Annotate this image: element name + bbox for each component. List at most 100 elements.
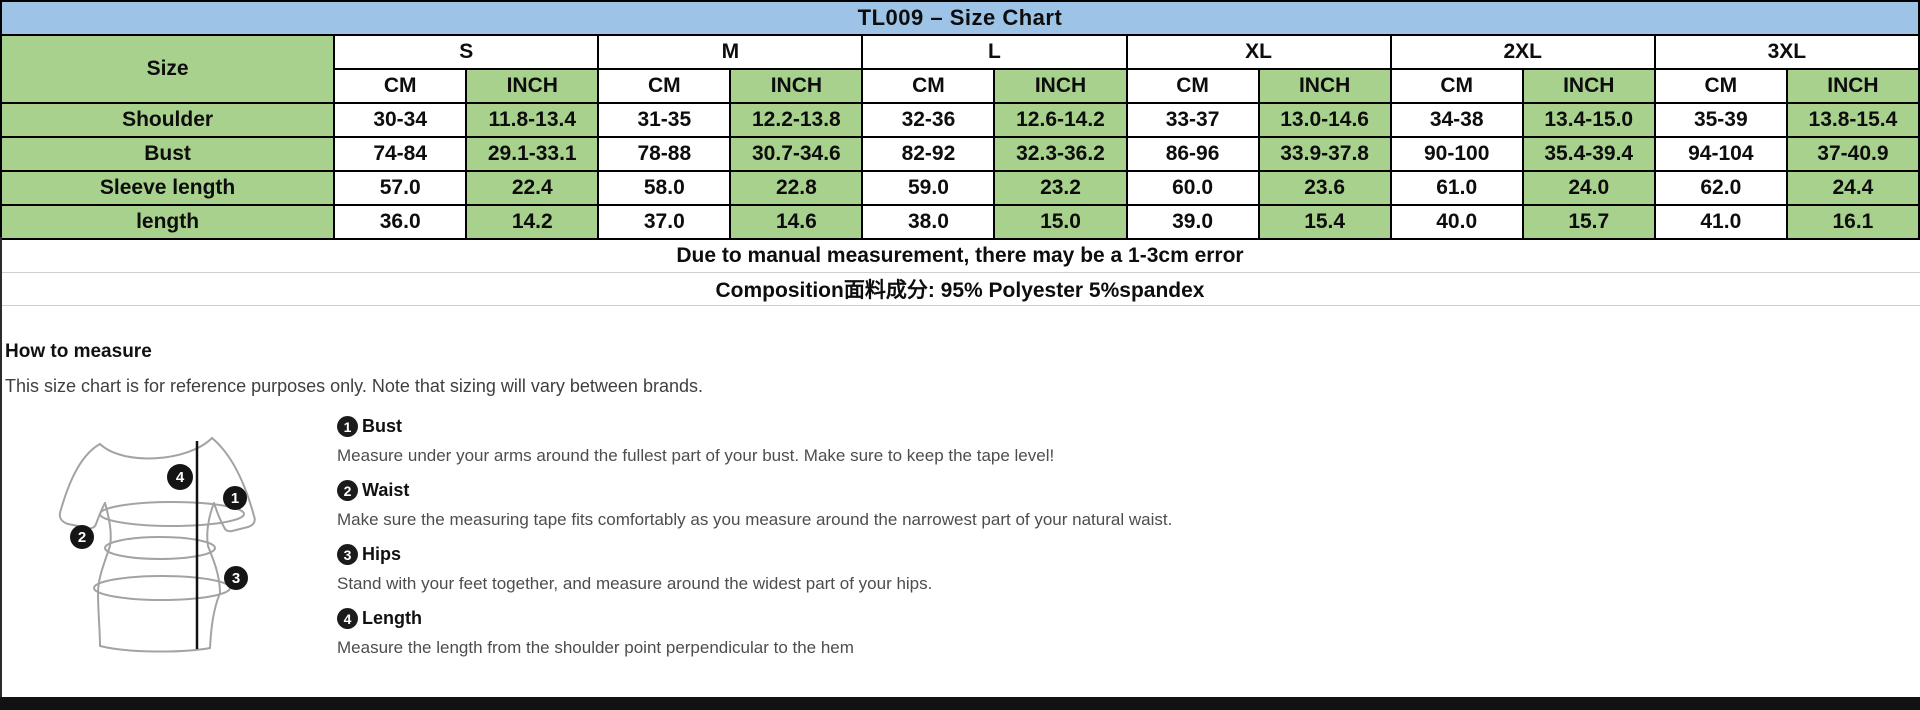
measure-steps-list: 1 Bust Measure under your arms around the …	[337, 412, 1617, 668]
size-chart-table: TL009 – Size Chart Size S M L XL 2XL 3XL CM INCH C…	[0, 0, 1920, 240]
cell-inch-3xl: 13.8-15.4	[1785, 102, 1920, 138]
cell-inch-m: 30.7-34.6	[729, 136, 864, 172]
table-row-bust: Bust 74-84 29.1-33.1 78-88 30.7-34.6 82-92 32.…	[0, 136, 1920, 172]
size-chart-body: Shoulder 30-34 11.8-13.4 31-35 12.2-13.8 32-3…	[0, 102, 1920, 240]
waist-tape-line	[104, 536, 216, 560]
cell-inch-s: 22.4	[465, 170, 600, 206]
marker-length-4: 4	[167, 464, 193, 490]
cell-inch-m: 22.8	[729, 170, 864, 206]
unit-cm-3xl: CM	[1653, 68, 1788, 104]
dress-left-sleeve	[58, 443, 106, 530]
step-description: Measure under your arms around the fulle…	[337, 445, 1055, 465]
cell-cm-s: 57.0	[333, 170, 468, 206]
cell-cm-3xl: 35-39	[1653, 102, 1788, 138]
unit-inch-m: INCH	[729, 68, 864, 104]
table-row-shoulder: Shoulder 30-34 11.8-13.4 31-35 12.2-13.8 32-3…	[0, 102, 1920, 138]
unit-cm-m: CM	[597, 68, 732, 104]
measure-step-bust: 1 Bust Measure under your arms around the …	[337, 412, 1617, 470]
cell-cm-m: 78-88	[597, 136, 732, 172]
svg-text:3: 3	[232, 570, 240, 587]
cell-cm-s: 30-34	[333, 102, 468, 138]
measure-step-hips: 3 Hips Stand with your feet together, and …	[337, 540, 1617, 598]
size-header-xl: XL	[1125, 34, 1392, 70]
row-label: length	[0, 204, 336, 240]
cell-cm-m: 31-35	[597, 102, 732, 138]
cell-cm-2xl: 61.0	[1389, 170, 1524, 206]
step-label: Length	[362, 608, 422, 628]
cell-inch-2xl: 13.4-15.0	[1521, 102, 1656, 138]
step-heading: 2 Waist	[337, 476, 1617, 505]
cell-cm-m: 37.0	[597, 204, 732, 240]
cell-cm-l: 32-36	[861, 102, 996, 138]
step-description: Make sure the measuring tape fits comfor…	[337, 509, 1173, 529]
unit-inch-3xl: INCH	[1785, 68, 1920, 104]
cell-inch-s: 29.1-33.1	[465, 136, 600, 172]
dress-hem	[99, 645, 211, 653]
marker-waist-2: 2	[70, 525, 94, 549]
dress-neckline	[99, 437, 213, 460]
measurement-error-note: Due to manual measurement, there may be …	[0, 240, 1920, 273]
unit-cm-xl: CM	[1125, 68, 1260, 104]
how-to-measure-intro: This size chart is for reference purpose…	[5, 376, 703, 396]
composition-note: Composition面料成分: 95% Polyester 5%spandex	[0, 273, 1920, 306]
size-header-3xl: 3XL	[1653, 34, 1920, 70]
cell-cm-3xl: 62.0	[1653, 170, 1788, 206]
step-label: Hips	[362, 544, 402, 564]
size-row-header: Size	[0, 34, 336, 104]
cell-inch-l: 12.6-14.2	[993, 102, 1128, 138]
dress-right-side	[206, 502, 221, 649]
unit-cm-l: CM	[861, 68, 996, 104]
cell-inch-l: 23.2	[993, 170, 1128, 206]
cell-inch-m: 14.6	[729, 204, 864, 240]
bottom-border-bar	[0, 697, 1920, 710]
unit-cm-s: CM	[333, 68, 468, 104]
cell-cm-2xl: 40.0	[1389, 204, 1524, 240]
cell-cm-3xl: 41.0	[1653, 204, 1788, 240]
measure-step-length: 4 Length Measure the length from the shoul…	[337, 604, 1617, 662]
step-number-badge: 3	[337, 544, 358, 565]
left-edge-line	[0, 237, 2, 710]
row-label: Shoulder	[0, 102, 336, 138]
cell-inch-l: 32.3-36.2	[993, 136, 1128, 172]
dress-right-sleeve	[211, 437, 256, 533]
cell-cm-xl: 86-96	[1125, 136, 1260, 172]
step-description: Stand with your feet together, and measu…	[337, 573, 933, 593]
cell-cm-xl: 33-37	[1125, 102, 1260, 138]
row-label: Bust	[0, 136, 336, 172]
dress-illustration: 4 1 2 3	[58, 437, 256, 653]
step-heading: 1 Bust	[337, 412, 1617, 441]
step-number-badge: 2	[337, 480, 358, 501]
cell-inch-3xl: 37-40.9	[1785, 136, 1920, 172]
cell-inch-3xl: 16.1	[1785, 204, 1920, 240]
step-heading: 4 Length	[337, 604, 1617, 633]
row-label: Sleeve length	[0, 170, 336, 206]
step-description: Measure the length from the shoulder poi…	[337, 637, 854, 657]
size-chart-header: TL009 – Size Chart Size S M L XL 2XL 3XL CM INCH C…	[0, 0, 1920, 104]
marker-hips-3: 3	[224, 566, 248, 590]
cell-cm-l: 59.0	[861, 170, 996, 206]
cell-cm-l: 82-92	[861, 136, 996, 172]
cell-inch-xl: 23.6	[1257, 170, 1392, 206]
cell-cm-xl: 60.0	[1125, 170, 1260, 206]
svg-text:1: 1	[231, 490, 239, 507]
cell-cm-l: 38.0	[861, 204, 996, 240]
step-heading: 3 Hips	[337, 540, 1617, 569]
cell-inch-l: 15.0	[993, 204, 1128, 240]
cell-inch-m: 12.2-13.8	[729, 102, 864, 138]
cell-inch-2xl: 24.0	[1521, 170, 1656, 206]
size-header-s: S	[333, 34, 600, 70]
cell-inch-s: 11.8-13.4	[465, 102, 600, 138]
size-chart-title: TL009 – Size Chart	[0, 0, 1920, 36]
unit-inch-2xl: INCH	[1521, 68, 1656, 104]
unit-inch-l: INCH	[993, 68, 1128, 104]
measure-step-waist: 2 Waist Make sure the measuring tape fits …	[337, 476, 1617, 534]
dress-left-side	[97, 502, 112, 647]
cell-cm-s: 74-84	[333, 136, 468, 172]
cell-inch-2xl: 15.7	[1521, 204, 1656, 240]
step-number-badge: 1	[337, 416, 358, 437]
cell-inch-s: 14.2	[465, 204, 600, 240]
how-to-measure-heading: How to measure	[5, 341, 152, 362]
step-label: Bust	[362, 416, 402, 436]
cell-cm-xl: 39.0	[1125, 204, 1260, 240]
